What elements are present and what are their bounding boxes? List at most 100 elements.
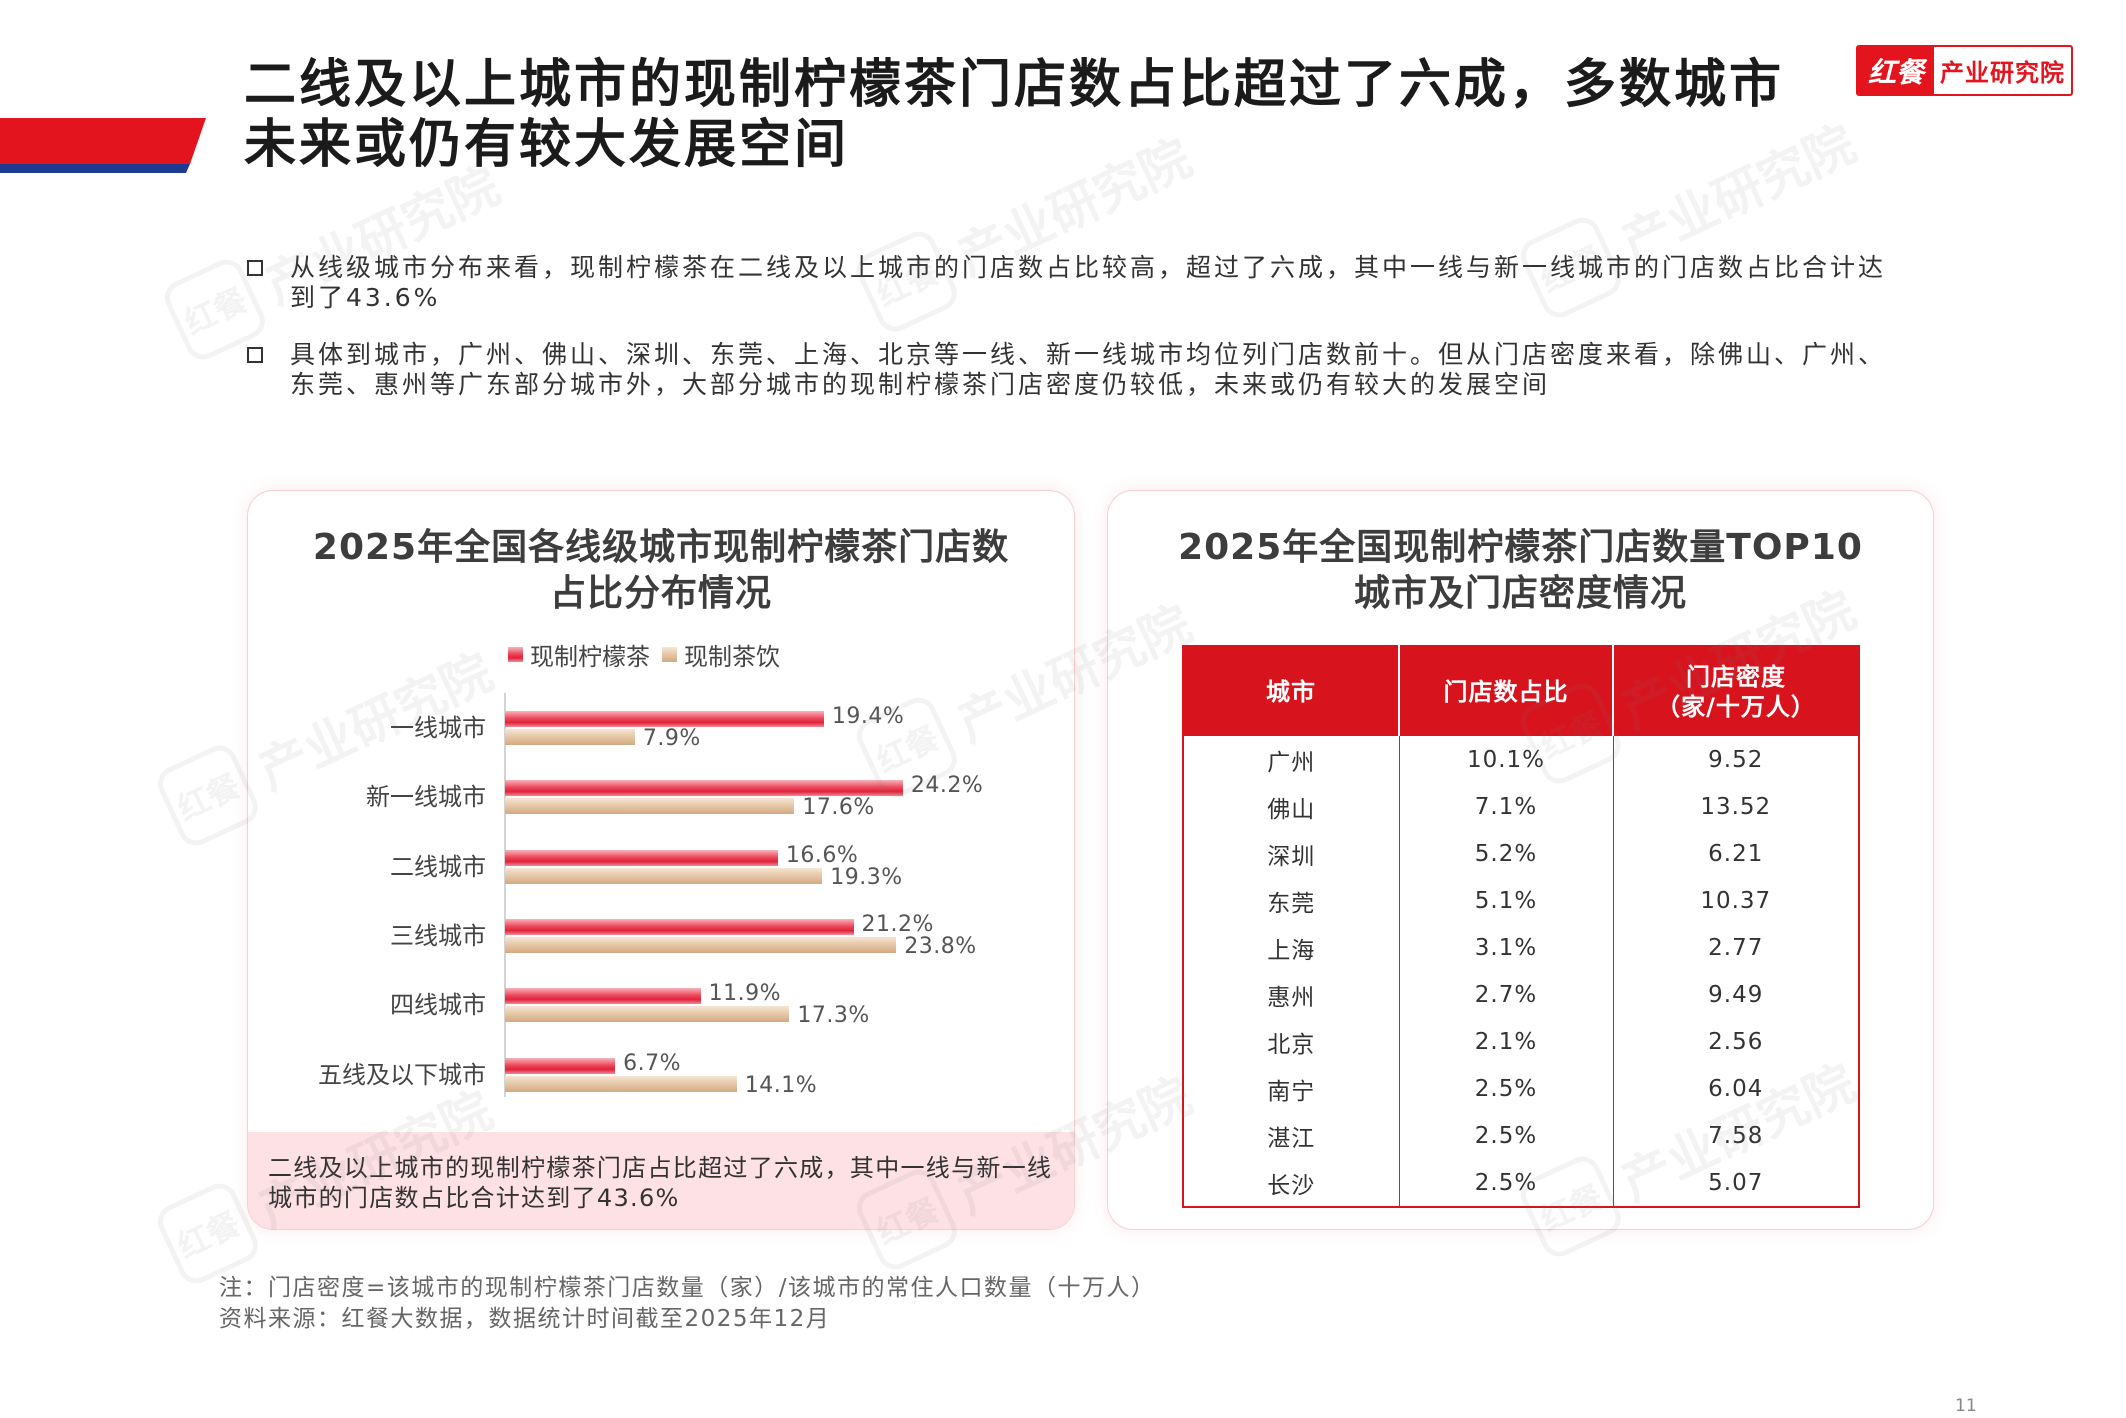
footnote-line: 注：门店密度=该城市的现制柠檬茶门店数量（家）/该城市的常住人口数量（十万人） bbox=[219, 1275, 1156, 1301]
chart-title-line: 占比分布情况 bbox=[549, 573, 772, 614]
top10-city-table: 城市 门店数占比 门店密度 （家/十万人） 广州 10.1% 9.52 佛山 7.1% 1… bbox=[1182, 645, 1860, 1208]
table-row: 湛江 2.5% 7.58 bbox=[1183, 1112, 1859, 1159]
table-title-line: 城市及门店密度情况 bbox=[1353, 573, 1687, 614]
share-cell: 3.1% bbox=[1399, 924, 1614, 971]
table-row: 惠州 2.7% 9.49 bbox=[1183, 971, 1859, 1018]
share-cell: 10.1% bbox=[1399, 736, 1614, 783]
chart-callout: 二线及以上城市的现制柠檬茶门店占比超过了六成，其中一线与新一线 城市的门店数占比… bbox=[248, 1132, 1074, 1229]
bullet-paragraph: 从线级城市分布来看，现制柠檬茶在二线及以上城市的门店数占比较高，超过了六成，其中… bbox=[290, 253, 1886, 313]
category-label: 二线城市 bbox=[390, 852, 486, 881]
square-bullet-icon bbox=[247, 260, 263, 276]
bullet-line: 从线级城市分布来看，现制柠檬茶在二线及以上城市的门店数占比较高，超过了六成，其中… bbox=[290, 253, 1887, 282]
category-axis-line bbox=[504, 693, 506, 1097]
density-cell: 6.04 bbox=[1708, 1075, 1764, 1102]
table-row: 深圳 5.2% 6.21 bbox=[1183, 830, 1859, 877]
chart-legend: 现制柠檬茶 现制茶饮 bbox=[508, 640, 780, 671]
bar-lemon-tea bbox=[505, 849, 778, 866]
city-cell: 北京 bbox=[1183, 1018, 1400, 1065]
share-cell: 2.5% bbox=[1399, 1065, 1614, 1112]
table-title: 2025年全国现制柠檬茶门店数量TOP10 城市及门店密度情况 bbox=[1108, 525, 1933, 617]
density-cell: 10.37 bbox=[1700, 887, 1772, 914]
bar-tea-drink bbox=[505, 729, 635, 745]
bullet-paragraph: 具体到城市，广州、佛山、深圳、东莞、上海、北京等一线、新一线城市均位列门店数前十… bbox=[290, 340, 1886, 400]
column-header-label: 门店数占比 bbox=[1443, 677, 1569, 706]
category-label: 新一线城市 bbox=[366, 783, 486, 812]
legend-label: 现制茶饮 bbox=[684, 642, 780, 671]
data-label: 11.9% bbox=[708, 981, 782, 1007]
data-label: 7.9% bbox=[642, 726, 701, 751]
density-cell: 2.56 bbox=[1708, 1028, 1764, 1055]
data-label: 6.7% bbox=[623, 1050, 682, 1076]
density-cell: 9.52 bbox=[1708, 746, 1764, 773]
density-cell: 7.58 bbox=[1708, 1122, 1764, 1149]
footnotes: 注：门店密度=该城市的现制柠檬茶门店数量（家）/该城市的常住人口数量（十万人） … bbox=[219, 1273, 1156, 1335]
share-cell: 5.1% bbox=[1399, 877, 1614, 924]
column-header-unit: （家/十万人） bbox=[1656, 692, 1816, 721]
column-header-label: 门店密度 bbox=[1686, 662, 1786, 691]
category-label: 三线城市 bbox=[390, 921, 486, 950]
bar-lemon-tea bbox=[505, 1057, 616, 1074]
bar-lemon-tea bbox=[505, 780, 903, 797]
category-label: 五线及以下城市 bbox=[318, 1060, 486, 1089]
city-cell: 南宁 bbox=[1183, 1065, 1400, 1112]
column-header-city: 城市 bbox=[1183, 646, 1400, 736]
table-header-row: 城市 门店数占比 门店密度 （家/十万人） bbox=[1183, 646, 1859, 736]
bullet-line: 具体到城市，广州、佛山、深圳、东莞、上海、北京等一线、新一线城市均位列门店数前十… bbox=[290, 340, 1887, 369]
data-label: 24.2% bbox=[910, 773, 984, 799]
bar-tea-drink bbox=[505, 1006, 790, 1023]
data-label: 21.2% bbox=[861, 911, 934, 937]
legend-item-tea-drink: 现制茶饮 bbox=[662, 637, 780, 672]
page-number: 11 bbox=[1955, 1396, 1977, 1416]
city-cell: 佛山 bbox=[1183, 783, 1400, 830]
data-label: 19.3% bbox=[830, 864, 903, 890]
column-header-density: 门店密度 （家/十万人） bbox=[1613, 646, 1859, 736]
density-cell: 9.49 bbox=[1708, 981, 1764, 1008]
logo-mark: 红餐 bbox=[1858, 47, 1934, 94]
density-cell: 13.52 bbox=[1700, 793, 1772, 820]
header-accent-band bbox=[0, 118, 206, 164]
logo-text: 产业研究院 bbox=[1940, 59, 2065, 87]
callout-line: 二线及以上城市的现制柠檬茶门店占比超过了六成，其中一线与新一线 bbox=[268, 1154, 1053, 1182]
data-label: 23.8% bbox=[904, 933, 977, 959]
table-row: 上海 3.1% 2.77 bbox=[1183, 924, 1859, 971]
share-cell: 2.5% bbox=[1399, 1112, 1614, 1159]
legend-item-lemon-tea: 现制柠檬茶 bbox=[508, 637, 650, 672]
bar-chart-panel: 2025年全国各线级城市现制柠檬茶门店数 占比分布情况 现制柠檬茶 现制茶饮 一… bbox=[247, 490, 1075, 1230]
share-cell: 2.5% bbox=[1399, 1159, 1614, 1207]
city-cell: 深圳 bbox=[1183, 830, 1400, 877]
density-cell: 6.21 bbox=[1708, 840, 1764, 867]
bar-tea-drink bbox=[505, 798, 795, 815]
city-cell: 东莞 bbox=[1183, 877, 1400, 924]
share-cell: 7.1% bbox=[1399, 783, 1614, 830]
data-label: 19.4% bbox=[831, 704, 905, 729]
density-cell: 2.77 bbox=[1708, 934, 1764, 961]
legend-swatch-tea-drink bbox=[662, 646, 677, 662]
share-cell: 2.7% bbox=[1399, 971, 1614, 1018]
square-bullet-icon bbox=[247, 347, 263, 363]
table-panel: 2025年全国现制柠檬茶门店数量TOP10 城市及门店密度情况 城市 门店数占比… bbox=[1107, 490, 1934, 1230]
brand-logo: 红餐 产业研究院 bbox=[1856, 45, 2073, 96]
city-cell: 惠州 bbox=[1183, 971, 1400, 1018]
table-row: 长沙 2.5% 5.07 bbox=[1183, 1159, 1859, 1207]
bullet-line: 到了43.6% bbox=[290, 283, 441, 312]
data-label: 17.3% bbox=[797, 1003, 870, 1029]
city-cell: 湛江 bbox=[1183, 1112, 1400, 1159]
column-header-share: 门店数占比 bbox=[1399, 646, 1614, 736]
city-cell: 上海 bbox=[1183, 924, 1400, 971]
data-label: 16.6% bbox=[785, 842, 859, 868]
table-row: 佛山 7.1% 13.52 bbox=[1183, 783, 1859, 830]
column-header-label: 城市 bbox=[1266, 677, 1316, 706]
page-title-line: 二线及以上城市的现制柠檬茶门店数占比超过了六成，多数城市 bbox=[244, 55, 1785, 115]
bar-tea-drink bbox=[505, 867, 823, 884]
header-accent-stripe bbox=[0, 164, 190, 173]
bar-plot: 一线城市 19.4% 7.9% 新一线城市 24.2% 17.6% 二线城市 16.6% 19.… bbox=[248, 491, 1074, 1131]
chart-title: 2025年全国各线级城市现制柠檬茶门店数 占比分布情况 bbox=[248, 525, 1074, 617]
bar-lemon-tea bbox=[505, 988, 701, 1005]
table-row: 南宁 2.5% 6.04 bbox=[1183, 1065, 1859, 1112]
table-row: 东莞 5.1% 10.37 bbox=[1183, 877, 1859, 924]
bar-tea-drink bbox=[505, 936, 897, 953]
table-row: 广州 10.1% 9.52 bbox=[1183, 736, 1859, 783]
table-body: 广州 10.1% 9.52 佛山 7.1% 13.52 深圳 5.2% 6.21 东莞 5.1% 10… bbox=[1183, 736, 1859, 1207]
density-cell: 5.07 bbox=[1708, 1169, 1764, 1196]
bar-tea-drink bbox=[505, 1075, 737, 1092]
